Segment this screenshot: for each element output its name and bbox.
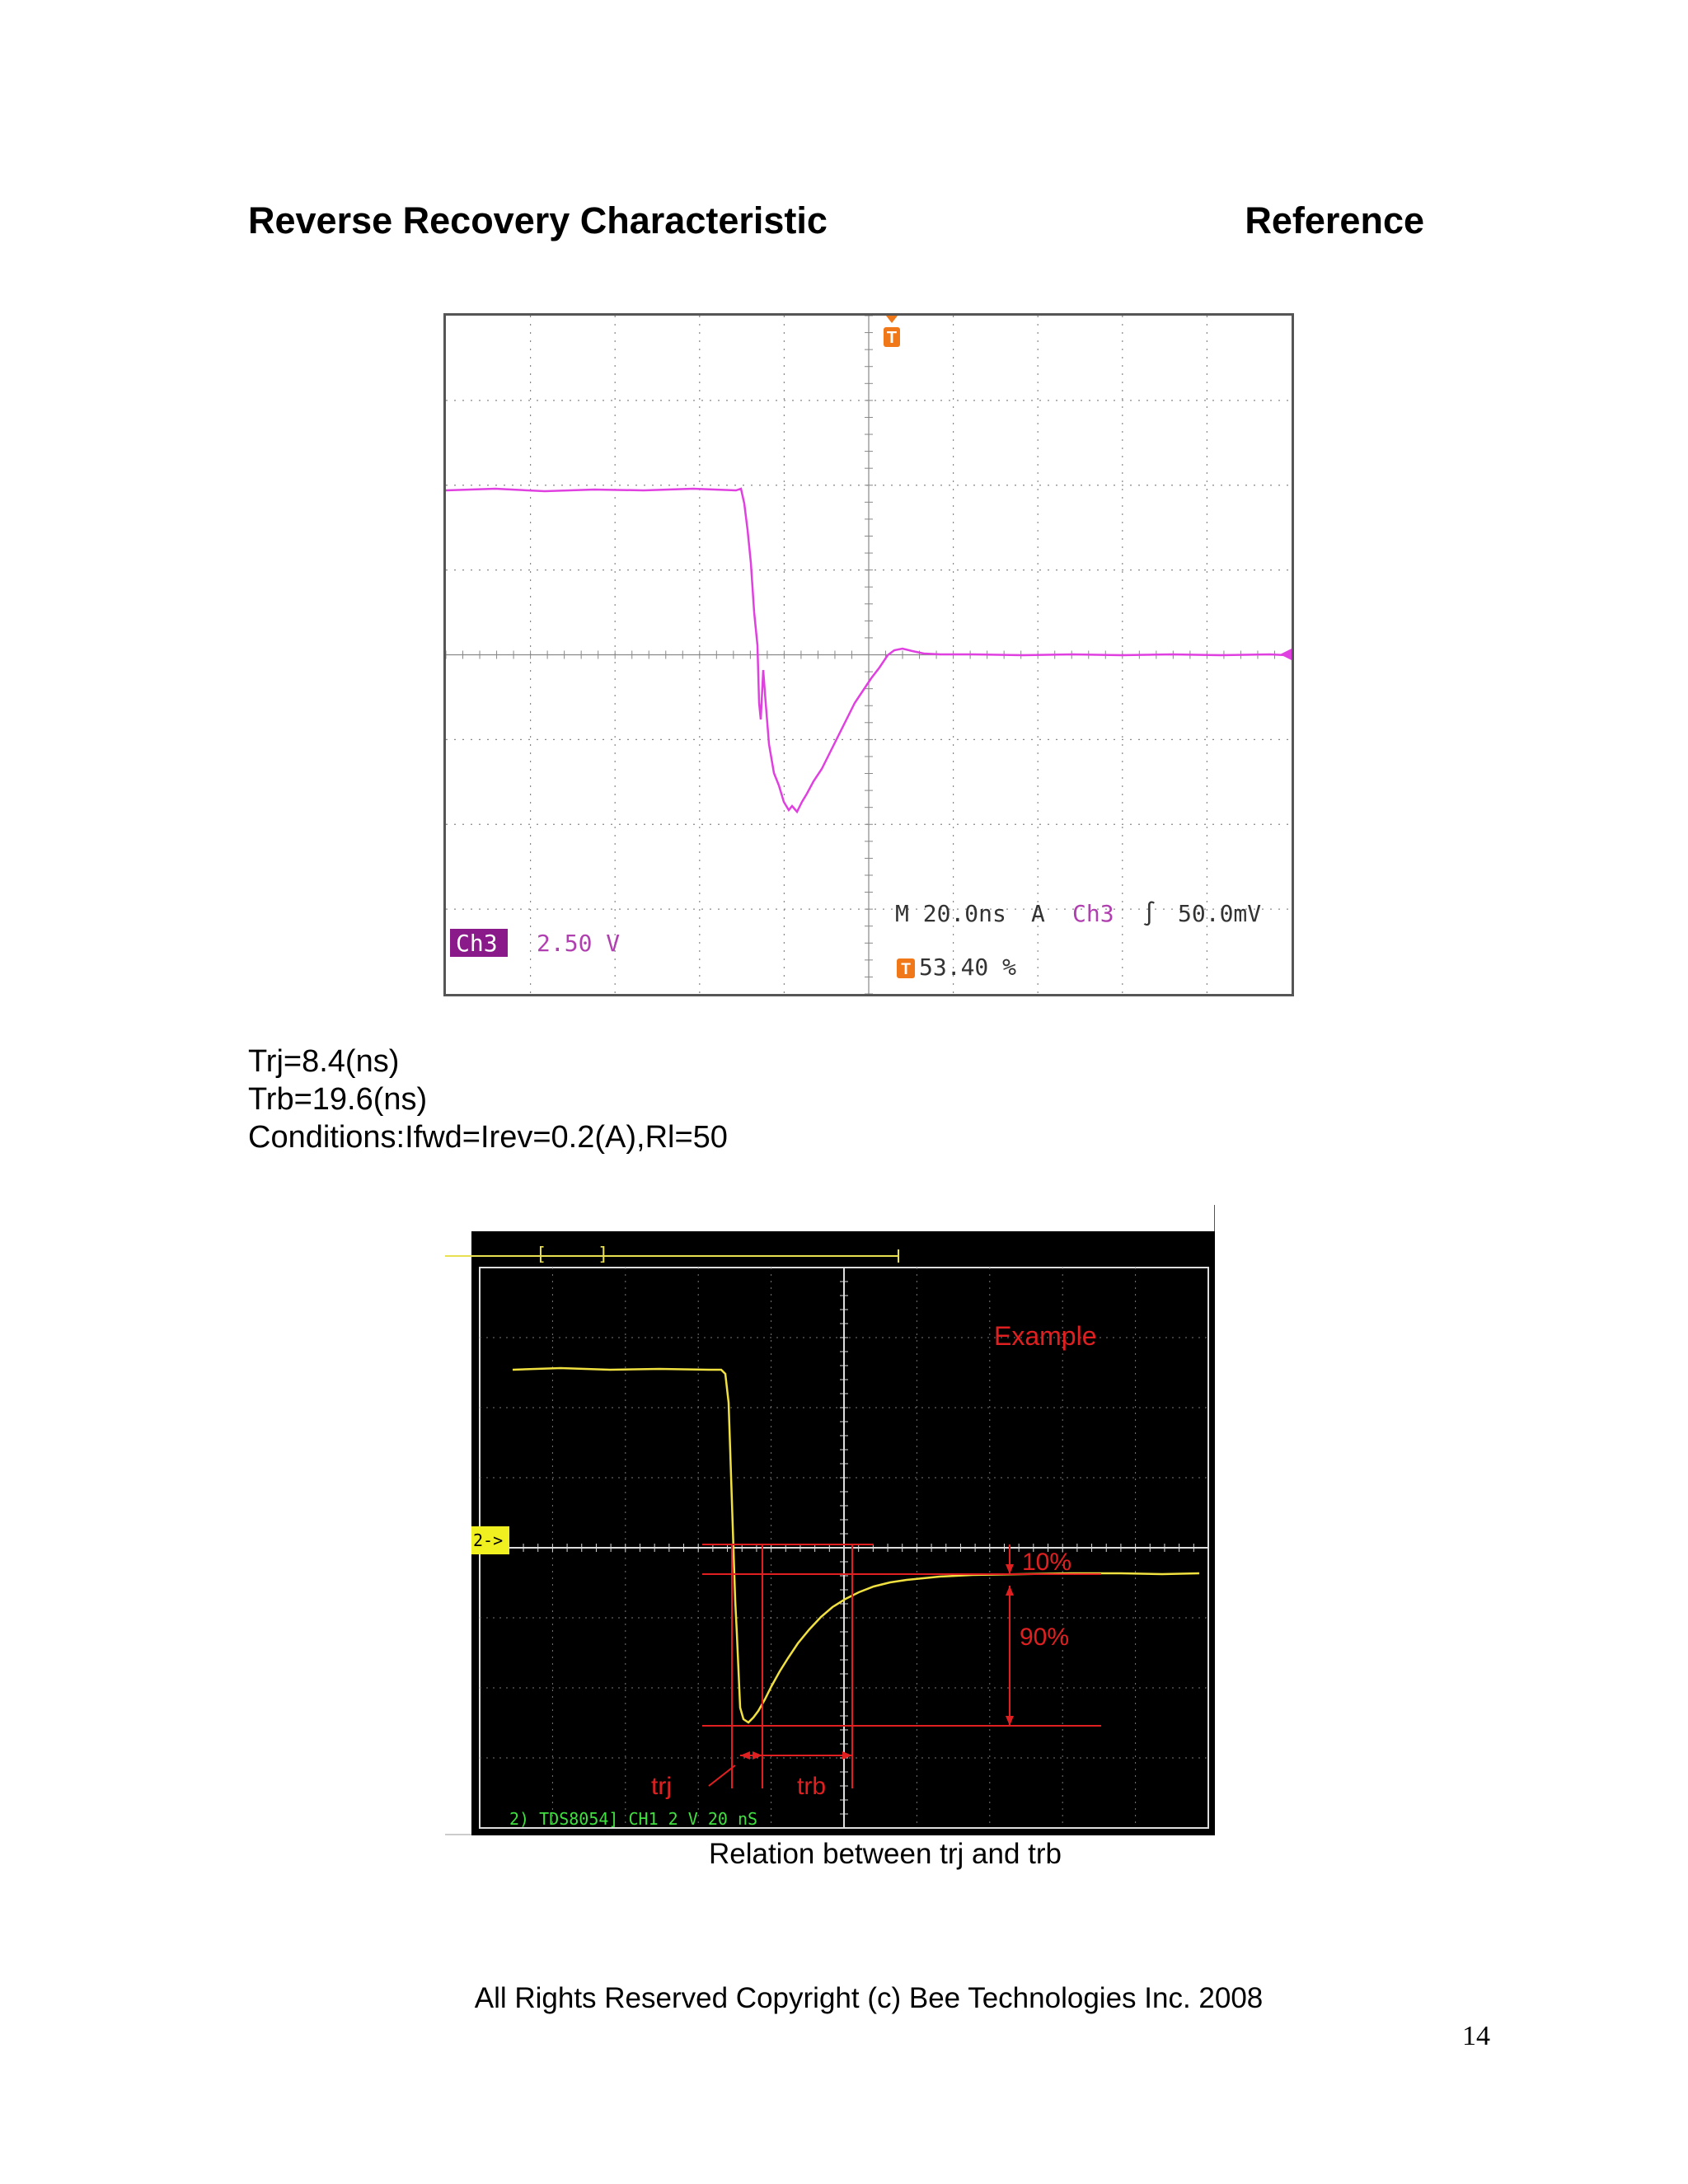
channel-badge: Ch3 bbox=[456, 930, 498, 957]
scope2-status: 2) TDS8054] CH1 2 V 20 nS bbox=[509, 1809, 757, 1829]
oscilloscope-capture-measured: T Ch3 2.50 V M 20.0ns A Ch3 ∫ 50.0mV T 5… bbox=[443, 313, 1294, 996]
scope2-graticule bbox=[479, 1267, 1209, 1829]
channel-badge-bg bbox=[450, 929, 508, 957]
figure-caption-text: Relation between trj and trb bbox=[708, 1838, 1062, 1870]
reference-label: Reference bbox=[1245, 199, 1424, 241]
page-number: 14 bbox=[1462, 2021, 1490, 2051]
ten-percent-label: 10% bbox=[1022, 1549, 1071, 1576]
scope1-trace bbox=[446, 487, 1287, 814]
scope1-screen: T Ch3 2.50 V M 20.0ns A Ch3 ∫ 50.0mV T 5… bbox=[446, 316, 1292, 994]
timebase-readout: M 20.0ns bbox=[895, 900, 1006, 927]
ninety-percent-label: 90% bbox=[1020, 1624, 1069, 1651]
trj-label: trj bbox=[651, 1773, 672, 1800]
trigger-marker: T bbox=[884, 316, 900, 347]
ground-marker: 2-> bbox=[473, 1530, 503, 1550]
ground-marker bbox=[1280, 649, 1292, 660]
trigger-slope-icon: ∫ bbox=[1142, 900, 1156, 927]
test-conditions: Conditions:Ifwd=Irev=0.2(A),Rl=50 bbox=[248, 1120, 728, 1155]
oscilloscope-capture-example: [ ] 2-> Example bbox=[445, 1205, 1215, 1835]
trj-measurement: Trj=8.4(ns) bbox=[248, 1044, 400, 1079]
figure-caption: Relation between trj and trb bbox=[0, 1838, 1688, 1871]
trigger-position: 53.40 % bbox=[919, 954, 1016, 981]
trigger-channel: Ch3 bbox=[1072, 900, 1114, 927]
trb-measurement: Trb=19.6(ns) bbox=[248, 1082, 428, 1117]
scope2-screen: [ ] 2-> Example bbox=[445, 1205, 1215, 1835]
page-title: Reverse Recovery Characteristic bbox=[248, 199, 828, 241]
trigger-position-icon bbox=[897, 958, 915, 978]
svg-text:[: [ bbox=[536, 1244, 546, 1265]
svg-text:]: ] bbox=[598, 1244, 608, 1265]
timing-annotations bbox=[702, 1544, 1101, 1788]
trb-label: trb bbox=[797, 1773, 826, 1800]
trigger-mode: A bbox=[1031, 900, 1045, 927]
copyright-notice: All Rights Reserved Copyright (c) Bee Te… bbox=[474, 1982, 1264, 2014]
channel-scale: 2.50 V bbox=[537, 930, 620, 957]
annotation-arrows bbox=[740, 1564, 1014, 1760]
trigger-position-icon-label: T bbox=[901, 961, 911, 978]
example-label: Example bbox=[994, 1321, 1097, 1351]
trigger-level: 50.0mV bbox=[1178, 900, 1261, 927]
scope2-trace bbox=[512, 1366, 1200, 1724]
trigger-marker-label: T bbox=[887, 329, 897, 347]
ground-marker-bg bbox=[471, 1526, 509, 1554]
